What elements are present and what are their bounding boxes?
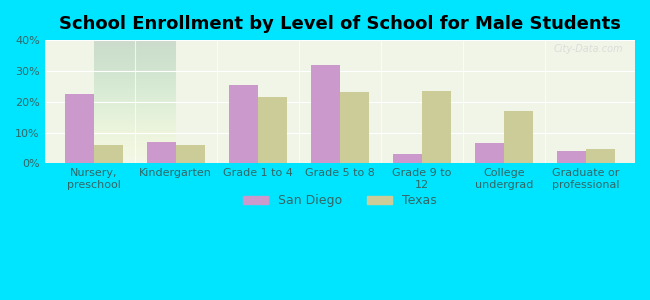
Bar — [65, 94, 94, 163]
Bar — [229, 85, 258, 163]
Bar — [504, 111, 532, 163]
Title: School Enrollment by Level of School for Male Students: School Enrollment by Level of School for… — [59, 15, 621, 33]
Bar — [393, 154, 422, 163]
Bar — [340, 92, 369, 163]
Bar — [258, 97, 287, 163]
Bar — [147, 142, 176, 163]
Bar — [422, 91, 450, 163]
Bar — [176, 145, 205, 163]
Text: City-Data.com: City-Data.com — [554, 44, 623, 54]
Bar — [94, 145, 122, 163]
Bar — [475, 143, 504, 163]
Legend: San Diego, Texas: San Diego, Texas — [238, 190, 442, 212]
Bar — [311, 65, 340, 163]
Bar — [586, 149, 614, 163]
Bar — [557, 151, 586, 163]
